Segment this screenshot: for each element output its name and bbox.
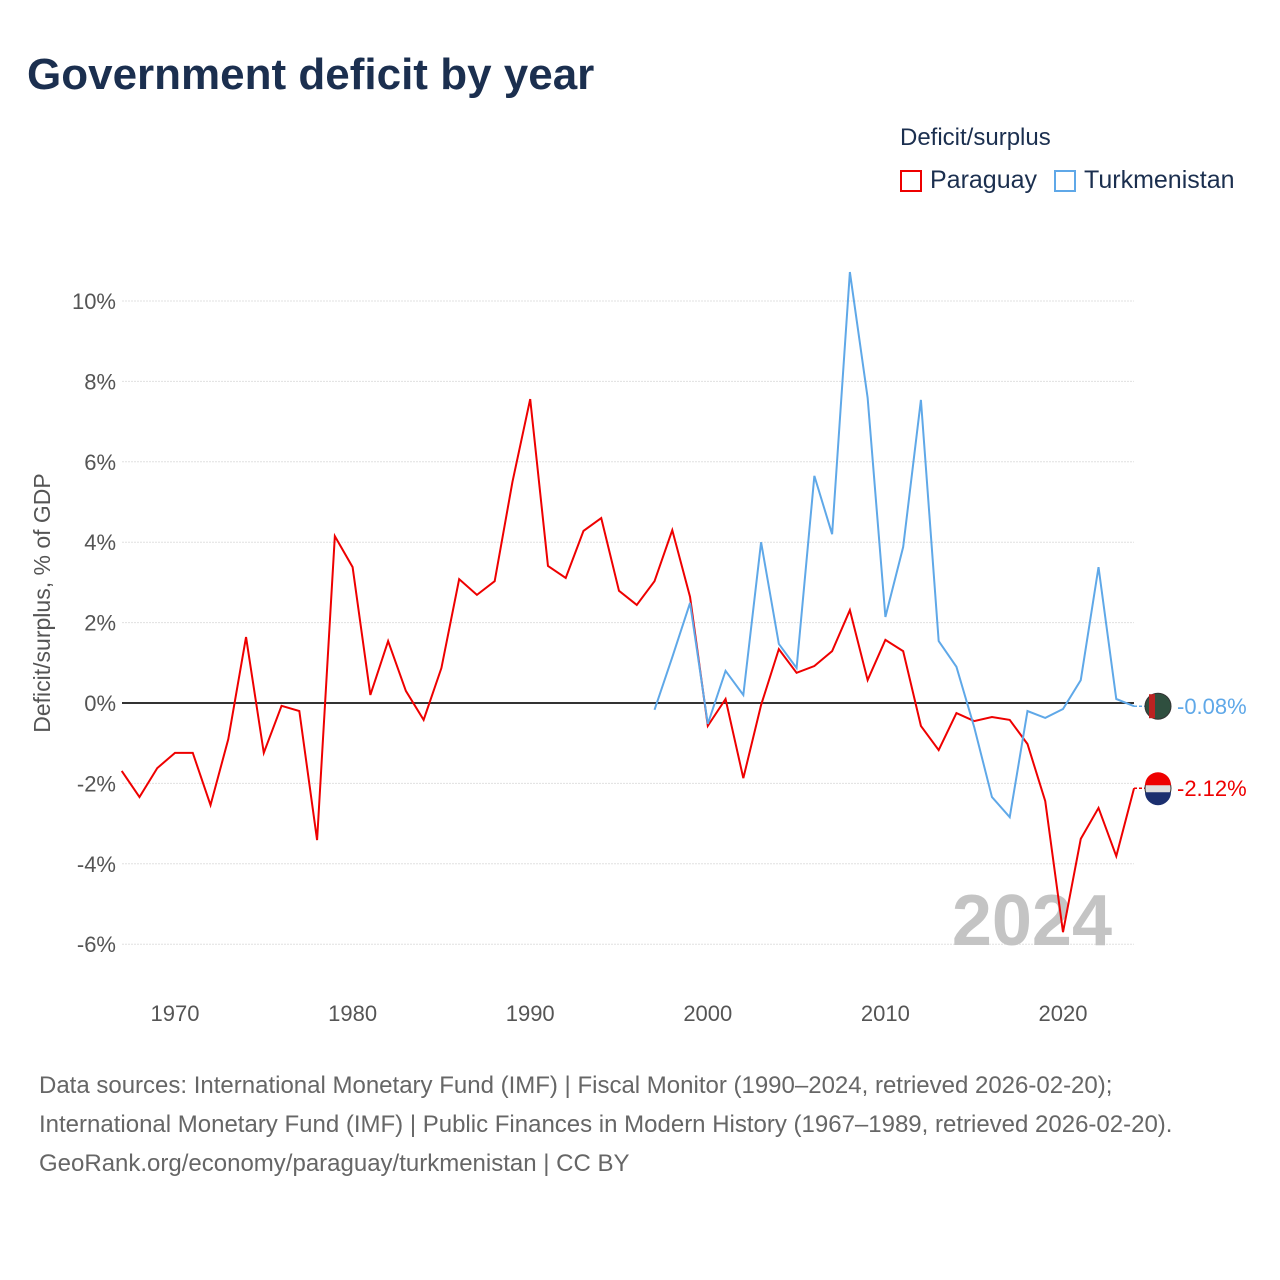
y-tick-label: 0% xyxy=(84,691,116,716)
x-tick-label: 2000 xyxy=(683,1001,732,1026)
year-label: 2024 xyxy=(952,881,1112,961)
y-tick-label: -6% xyxy=(77,932,116,957)
source-link[interactable]: GeoRank.org/economy/paraguay/turkmenista… xyxy=(39,1150,630,1177)
source-line: Data sources: International Monetary Fun… xyxy=(39,1072,1113,1099)
flag-stripe xyxy=(1145,792,1171,806)
source-line: International Monetary Fund (IMF) | Publ… xyxy=(39,1111,1173,1138)
x-tick-label: 1980 xyxy=(328,1001,377,1026)
end-value-label: -0.08% xyxy=(1177,694,1247,719)
legend-item-paraguay[interactable]: Paraguay xyxy=(900,166,1037,195)
x-tick-label: 1990 xyxy=(506,1001,555,1026)
y-tick-label: 4% xyxy=(84,530,116,555)
x-tick-label: 2020 xyxy=(1039,1001,1088,1026)
y-tick-label: 6% xyxy=(84,450,116,475)
y-tick-label: 8% xyxy=(84,369,116,394)
flag-icon-turkmenistan xyxy=(1144,692,1172,720)
flag-stripe xyxy=(1145,772,1171,786)
sources: Data sources: International Monetary Fun… xyxy=(39,1066,1239,1183)
legend-swatch xyxy=(1054,169,1076,192)
chart-title: Government deficit by year xyxy=(27,50,595,99)
legend-label: Paraguay xyxy=(930,166,1038,194)
legend-swatch xyxy=(900,169,922,192)
y-tick-label: 2% xyxy=(84,611,116,636)
x-tick-label: 1970 xyxy=(151,1001,200,1026)
x-tick-label: 2010 xyxy=(861,1001,910,1026)
legend-title: Deficit/surplus xyxy=(900,124,1051,151)
y-tick-label: 10% xyxy=(72,289,116,314)
chart-plot: -6% -4% -2% 0% 2% 4% 6% 8% 10% 1970 1980 1990 2000 20… xyxy=(29,271,1247,1026)
end-value-label: -2.12% xyxy=(1177,776,1247,801)
legend-item-turkmenistan[interactable]: Turkmenistan xyxy=(1054,166,1235,195)
series-line-paraguay xyxy=(120,398,1136,933)
y-tick-label: -4% xyxy=(77,852,116,877)
legend-label: Turkmenistan xyxy=(1084,166,1235,194)
y-tick-label: -2% xyxy=(77,771,116,796)
series-line-turkmenistan xyxy=(653,271,1135,820)
y-axis-label: Deficit/surplus, % of GDP xyxy=(29,473,55,732)
flag-stripe xyxy=(1149,694,1155,719)
